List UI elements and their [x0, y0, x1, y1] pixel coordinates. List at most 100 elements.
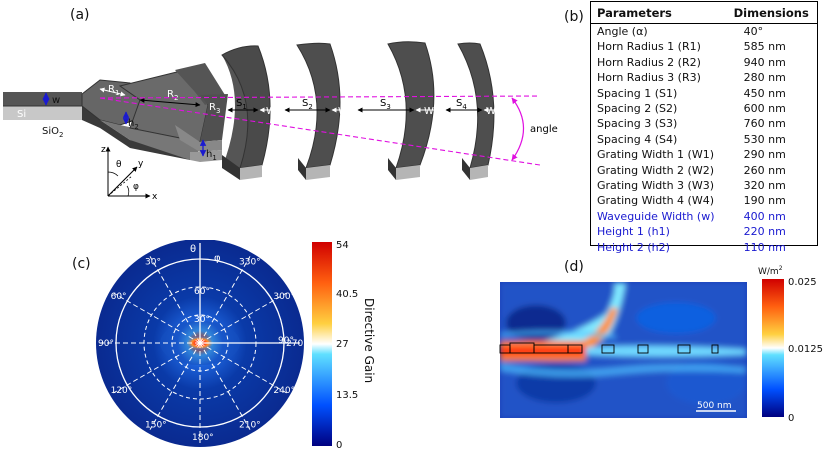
polar-spoke — [113, 292, 201, 344]
label-w: w — [52, 95, 60, 106]
table-row: Height 1 (h1) 220 nm — [591, 224, 817, 239]
label-r3: R3 — [209, 102, 220, 115]
axis-z: z — [101, 145, 106, 155]
param-value: 220 nm — [743, 225, 786, 239]
param-name: Horn Radius 3 (R3) — [597, 71, 701, 85]
table-row: Horn Radius 2 (R2) 940 nm — [591, 55, 817, 70]
param-name: Waveguide Width (w) — [597, 209, 715, 223]
grating-3 — [387, 41, 435, 180]
param-name: Angle (α) — [597, 25, 648, 38]
param-value: 260 nm — [743, 163, 786, 177]
horn: R1 R2 R3 h2 h1 — [81, 63, 228, 162]
param-value: 400 nm — [743, 209, 786, 223]
param-name: Spacing 3 (S3) — [597, 117, 678, 131]
label-s3: S3 — [380, 98, 391, 111]
polar-phi-label: φ — [214, 253, 221, 264]
param-name: Horn Radius 1 (R1) — [597, 40, 701, 54]
table-row: Grating Width 1 (W1) 290 nm — [591, 147, 817, 162]
phi-tick-label: 330° — [239, 258, 261, 268]
theta-ring-90: 90° — [278, 336, 294, 346]
structure-outline — [499, 342, 719, 354]
param-value: 40° — [743, 25, 764, 38]
field-colorbar-tick: 0.0125 — [788, 344, 823, 355]
label-s1: S1 — [236, 98, 247, 111]
panel-label-d: (d) — [564, 259, 584, 275]
param-name: Grating Width 1 (W1) — [597, 148, 715, 162]
param-value: 110 nm — [743, 240, 786, 254]
table-row: Grating Width 2 (W2) 260 nm — [591, 163, 817, 178]
phi-tick-label: 60° — [111, 292, 127, 302]
param-name: Spacing 4 (S4) — [597, 132, 678, 146]
panel-label-b: (b) — [564, 9, 584, 25]
param-value: 530 nm — [743, 132, 786, 146]
table-row: Horn Radius 1 (R1) 585 nm — [591, 39, 817, 54]
param-value: 940 nm — [743, 55, 786, 69]
param-name: Spacing 2 (S2) — [597, 102, 678, 116]
field-colorbar-tick: 0.025 — [788, 277, 817, 288]
grating-2 — [296, 42, 341, 180]
polar-spoke — [199, 292, 287, 344]
field-colorbar-unit: W/m2 — [758, 265, 783, 277]
grating-1 — [221, 45, 271, 180]
param-name: Height 1 (h1) — [597, 225, 670, 239]
polar-spoke — [199, 342, 287, 394]
phi-tick-label: 120° — [111, 386, 133, 396]
antenna-schematic: w Si SiO2 R1 R2 R3 h2 h1 — [3, 41, 558, 202]
param-value: 280 nm — [743, 71, 786, 85]
field-colorbar — [762, 279, 784, 417]
panel-label-c: (c) — [72, 256, 91, 272]
colorbar-tick: 0 — [336, 440, 342, 450]
colorbar-label: Directive Gain — [362, 298, 376, 383]
phi-tick-label: 90° — [98, 339, 114, 349]
polar-spoke — [113, 342, 201, 394]
phi-tick-label: 240° — [273, 386, 295, 396]
param-name: Grating Width 2 (W2) — [597, 163, 715, 177]
field-intensity-map: 500 nm W/m2 0.025 0.0125 0 — [499, 265, 823, 424]
angle-indicator: angle — [99, 95, 558, 166]
polar-spoke — [149, 342, 201, 430]
table-row: Spacing 3 (S3) 760 nm — [591, 116, 817, 131]
phi-tick-label: 270° — [286, 339, 308, 349]
waveguide: w Si SiO2 — [3, 92, 82, 139]
label-s4: S4 — [456, 98, 467, 111]
param-name: Grating Width 3 (W3) — [597, 179, 715, 193]
table-row: Horn Radius 3 (R3) 280 nm — [591, 70, 817, 85]
param-name: Spacing 1 (S1) — [597, 86, 678, 100]
param-name: Height 2 (h2) — [597, 240, 670, 254]
scalebar-label: 500 nm — [697, 401, 732, 411]
axis-theta: θ — [116, 160, 122, 170]
theta-ring-60: 60° — [194, 287, 210, 297]
field-colorbar-tick: 0 — [788, 413, 794, 424]
parameters-table: Parameters Dimensions Angle (α) 40° Horn R… — [590, 1, 818, 254]
table-row: Spacing 4 (S4) 530 nm — [591, 132, 817, 147]
label-w2: W2 — [338, 106, 352, 119]
theta-ring-30: 30° — [194, 315, 210, 325]
colorbar-tick: 40.5 — [336, 289, 358, 300]
param-name: Grating Width 4 (W4) — [597, 194, 715, 208]
table-row: Height 2 (h2) 110 nm — [591, 240, 817, 255]
param-value: 290 nm — [743, 148, 786, 162]
table-row: Waveguide Width (w) 400 nm — [591, 209, 817, 224]
param-name: Horn Radius 2 (R2) — [597, 55, 701, 69]
param-value: 585 nm — [743, 40, 786, 54]
axis-phi: φ — [133, 182, 139, 192]
table-row: Grating Width 3 (W3) 320 nm — [591, 178, 817, 193]
phi-tick-label: 180° — [192, 433, 214, 443]
label-si: Si — [17, 109, 26, 120]
colorbar-tick: 27 — [336, 339, 349, 350]
label-s2: S2 — [302, 98, 313, 111]
param-value: 760 nm — [743, 117, 786, 131]
param-value: 320 nm — [743, 179, 786, 193]
phi-tick-label: 210° — [239, 420, 261, 430]
table-row: Spacing 2 (S2) 600 nm — [591, 101, 817, 116]
label-sio2: SiO2 — [42, 126, 63, 139]
table-row: Angle (α) 40° — [591, 24, 817, 40]
polar-theta-label: θ — [190, 244, 196, 255]
param-value: 190 nm — [743, 194, 786, 208]
param-value: 600 nm — [743, 102, 786, 116]
label-angle: angle — [530, 124, 558, 135]
grating-4 — [457, 42, 495, 180]
polar-spoke — [199, 342, 251, 430]
label-h2: h2 — [128, 118, 139, 131]
axis-y: y — [138, 159, 144, 169]
